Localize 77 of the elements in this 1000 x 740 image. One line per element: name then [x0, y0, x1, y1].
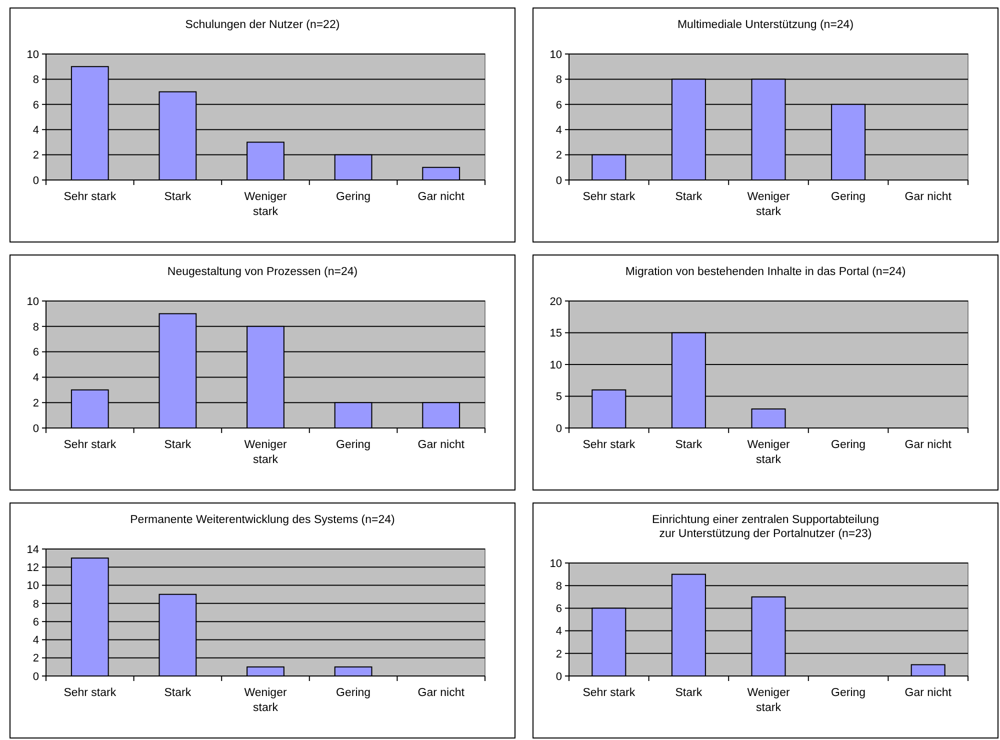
- y-tick-label: 6: [556, 99, 562, 112]
- y-tick-label: 0: [556, 174, 562, 187]
- y-tick-label: 2: [32, 150, 39, 162]
- y-tick-label: 4: [32, 634, 39, 647]
- x-tick-label: Gering: [336, 191, 371, 203]
- y-tick-label: 0: [32, 670, 39, 683]
- y-tick-label: 4: [556, 626, 562, 638]
- x-tick-label: Gar nicht: [418, 439, 466, 451]
- bar: [246, 666, 284, 676]
- x-tick-label: Gering: [831, 191, 866, 203]
- x-tick-label: Sehr stark: [64, 687, 116, 699]
- y-tick-label: 2: [556, 648, 562, 660]
- x-tick-label: Weniger stark: [244, 191, 287, 218]
- x-tick-label: Gar nicht: [904, 687, 952, 699]
- y-tick-label: 10: [26, 296, 39, 308]
- y-tick-label: 2: [32, 652, 39, 665]
- x-tick-label: Stark: [164, 687, 192, 699]
- x-tick-label: Stark: [675, 191, 702, 203]
- bar: [751, 408, 786, 428]
- x-tick-label: Gering: [336, 687, 371, 699]
- y-tick-label: 10: [550, 558, 562, 570]
- y-tick-label: 12: [26, 562, 39, 574]
- y-tick-label: 2: [32, 397, 39, 410]
- x-tick-label: Sehr stark: [64, 439, 116, 451]
- y-tick-label: 6: [556, 603, 562, 616]
- chart-title: Permanente Weiterentwicklung des Systems (n=24): [130, 514, 396, 526]
- y-tick-label: 8: [32, 598, 39, 610]
- x-tick-label: Gar nicht: [904, 439, 952, 451]
- y-tick-label: 0: [32, 422, 39, 435]
- y-tick-label: 15: [550, 328, 562, 340]
- y-tick-label: 2: [556, 150, 562, 162]
- bar: [910, 664, 946, 676]
- y-tick-label: 20: [550, 296, 562, 308]
- bar: [422, 166, 460, 180]
- y-tick-label: 6: [32, 99, 39, 112]
- x-tick-label: Sehr stark: [64, 191, 116, 203]
- y-tick-label: 10: [26, 48, 39, 61]
- y-tick-label: 5: [556, 391, 562, 404]
- y-tick-label: 0: [556, 422, 562, 435]
- x-tick-label: Stark: [675, 687, 702, 699]
- y-tick-label: 6: [32, 346, 39, 359]
- y-tick-label: 10: [26, 580, 39, 592]
- x-tick-label: Stark: [164, 439, 192, 451]
- x-tick-label: Weniger stark: [747, 439, 790, 466]
- chart-title: Schulungen der Nutzer (n=22): [185, 19, 340, 31]
- y-tick-label: 0: [556, 670, 562, 683]
- x-tick-label: Gar nicht: [904, 191, 952, 203]
- y-tick-label: 10: [550, 359, 562, 372]
- chart-title: Einrichtung einer zentralen Supportabteilung zur Unterstützung der Portalnutzer (n=23): [652, 514, 879, 540]
- x-tick-label: Gering: [831, 687, 866, 699]
- x-tick-label: Sehr stark: [582, 439, 636, 451]
- y-tick-label: 4: [32, 372, 39, 384]
- y-tick-label: 8: [32, 321, 39, 334]
- y-tick-label: 10: [550, 48, 562, 61]
- y-tick-label: 6: [32, 616, 39, 628]
- x-tick-label: Gering: [831, 439, 866, 451]
- x-tick-label: Gar nicht: [418, 687, 466, 699]
- y-tick-label: 0: [32, 174, 39, 187]
- y-tick-label: 4: [556, 124, 562, 136]
- chart-title: Multimediale Unterstützung (n=24): [677, 19, 854, 31]
- y-tick-label: 8: [32, 74, 39, 86]
- y-tick-label: 8: [556, 74, 562, 86]
- chart-title: Neugestaltung von Prozessen (n=24): [167, 266, 358, 278]
- x-tick-label: Weniger stark: [747, 687, 790, 714]
- y-tick-label: 4: [32, 124, 39, 136]
- chart-title: Migration von bestehenden Inhalte in das Portal (n=24): [625, 266, 906, 278]
- x-tick-label: Sehr stark: [582, 687, 636, 699]
- x-tick-label: Weniger stark: [747, 191, 790, 218]
- x-tick-label: Gar nicht: [418, 191, 466, 203]
- x-tick-label: Stark: [164, 191, 192, 203]
- x-tick-label: Weniger stark: [244, 687, 287, 714]
- x-tick-label: Gering: [336, 439, 371, 451]
- x-tick-label: Sehr stark: [582, 191, 636, 203]
- x-tick-label: Stark: [675, 439, 702, 451]
- y-tick-label: 14: [26, 544, 39, 556]
- x-tick-label: Weniger stark: [244, 439, 287, 466]
- y-tick-label: 8: [556, 580, 562, 592]
